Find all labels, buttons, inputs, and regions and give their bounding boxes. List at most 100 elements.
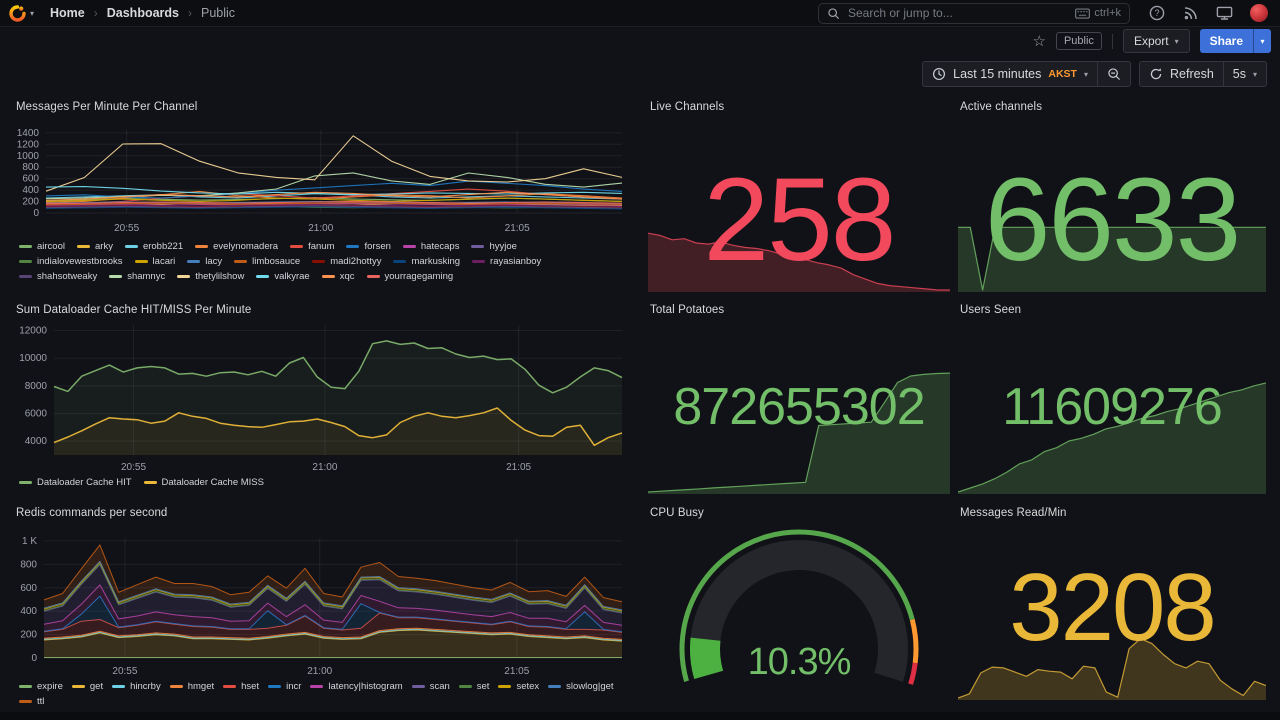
legend-item[interactable]: evelynomadera	[195, 241, 278, 252]
legend-item[interactable]: aircool	[19, 241, 65, 252]
export-button[interactable]: Export ▾	[1122, 29, 1190, 53]
legend-swatch	[19, 259, 32, 264]
legend-label: hincrby	[130, 681, 161, 692]
legend-item[interactable]: scan	[411, 681, 450, 692]
monitor-icon[interactable]	[1216, 5, 1233, 22]
legend-item[interactable]: ttl	[19, 696, 44, 707]
legend-swatch	[234, 259, 248, 264]
svg-text:400: 400	[22, 185, 39, 196]
legend-swatch	[290, 244, 304, 249]
legend-label: Dataloader Cache HIT	[37, 477, 132, 488]
legend-label: slowlog|get	[566, 681, 614, 692]
gauge-chart: 10.3%	[648, 502, 950, 700]
svg-text:20:55: 20:55	[114, 223, 139, 234]
legend-item[interactable]: lacari	[134, 256, 176, 267]
legend-label: thetylilshow	[195, 271, 245, 282]
breadcrumb-dashboards[interactable]: Dashboards	[106, 6, 179, 20]
legend-item[interactable]: yourragegaming	[366, 271, 453, 282]
svg-text:200: 200	[20, 630, 37, 641]
legend-swatch	[411, 684, 425, 689]
legend-item[interactable]: incr	[268, 681, 301, 692]
legend-item[interactable]: latency|histogram	[310, 681, 403, 692]
legend-item[interactable]: thetylilshow	[177, 271, 244, 282]
top-nav: ▾ Home › Dashboards › Public ctrl+k	[0, 0, 1280, 27]
legend-item[interactable]: Dataloader Cache MISS	[143, 477, 264, 488]
legend-item[interactable]: hatecaps	[402, 241, 459, 252]
timeseries-chart[interactable]: 0 200 400 600 800 1000 1200 1400 20:55 21:00 21:05	[14, 96, 634, 292]
panel-cpu-busy: CPU Busy 10.3%	[648, 502, 950, 700]
legend-swatch	[393, 259, 407, 264]
legend-item[interactable]: madi2hottyy	[312, 256, 381, 267]
refresh-button[interactable]: Refresh	[1139, 61, 1224, 87]
legend-item[interactable]: erobb221	[124, 241, 183, 252]
legend-item[interactable]: hincrby	[112, 681, 161, 692]
breadcrumb-separator-icon: ›	[93, 6, 98, 20]
svg-text:?: ?	[1154, 8, 1159, 18]
legend-item[interactable]: markusking	[393, 256, 460, 267]
legend-swatch	[77, 244, 90, 249]
stacked-area-chart[interactable]: 0 200 400 600 800 1 K 20:55 21:00 21:05	[14, 502, 634, 700]
legend-item[interactable]: Dataloader Cache HIT	[19, 477, 132, 488]
panel-title[interactable]: Live Channels	[650, 101, 725, 113]
svg-text:10.3%: 10.3%	[748, 641, 851, 683]
panel-title[interactable]: Active channels	[960, 101, 1043, 113]
legend-item[interactable]: lacy	[187, 256, 222, 267]
sparkline-chart	[648, 96, 950, 292]
legend-item[interactable]: limbosauce	[234, 256, 300, 267]
legend-label: valkyrae	[274, 271, 310, 282]
search-box[interactable]: ctrl+k	[818, 2, 1130, 24]
user-avatar[interactable]	[1250, 4, 1268, 22]
legend-item[interactable]: hset	[223, 681, 259, 692]
share-menu-button[interactable]: ▾	[1253, 29, 1271, 53]
legend-item[interactable]: slowlog|get	[548, 681, 614, 692]
legend-item[interactable]: shamnyc	[109, 271, 165, 282]
legend-item[interactable]: hyyjoe	[471, 241, 517, 252]
legend-item[interactable]: get	[71, 681, 103, 692]
panel-title[interactable]: Users Seen	[960, 304, 1022, 316]
legend-label: expire	[37, 681, 63, 692]
panel-live-channels: Live Channels 258	[648, 96, 950, 292]
panel-title[interactable]: Messages Per Minute Per Channel	[16, 101, 198, 113]
legend-label: lacari	[152, 256, 176, 267]
timeseries-chart[interactable]: 4000 6000 8000 10000 12000 20:55 21:00 21:05	[14, 299, 634, 494]
panel-title[interactable]: Messages Read/Min	[960, 507, 1067, 519]
refresh-interval-picker[interactable]: 5s ▾	[1222, 61, 1267, 87]
panel-title[interactable]: Sum Dataloader Cache HIT/MISS Per Minute	[16, 304, 252, 316]
legend-swatch	[19, 480, 32, 485]
search-input[interactable]	[846, 5, 1070, 21]
legend-item[interactable]: indialovewestbrooks	[19, 256, 123, 267]
favorite-star-icon[interactable]: ☆	[1032, 32, 1046, 50]
sparkline-chart	[958, 96, 1266, 292]
panel-title[interactable]: CPU Busy	[650, 507, 704, 519]
legend-label: forsen	[364, 241, 391, 252]
legend-item[interactable]: shahsotweaky	[19, 271, 97, 282]
breadcrumb-home[interactable]: Home	[50, 6, 85, 20]
legend-item[interactable]: fanum	[290, 241, 334, 252]
panel-users-seen: Users Seen 11609276	[958, 299, 1266, 494]
legend-item[interactable]: rayasianboy	[472, 256, 541, 267]
legend-item[interactable]: set	[458, 681, 489, 692]
toolbar-divider	[1111, 33, 1113, 49]
legend-item[interactable]: arky	[77, 241, 113, 252]
time-range-picker[interactable]: Last 15 minutes AKST ▾	[922, 61, 1098, 87]
share-button[interactable]: Share	[1199, 29, 1253, 53]
legend-item[interactable]: setex	[498, 681, 539, 692]
panel-dataloader-cache: Sum Dataloader Cache HIT/MISS Per Minute…	[14, 299, 634, 494]
news-rss-icon[interactable]	[1182, 5, 1199, 22]
legend-item[interactable]: forsen	[346, 241, 391, 252]
legend-item[interactable]: valkyrae	[256, 271, 310, 282]
chart-legend: Dataloader Cache HIT Dataloader Cache MIS…	[19, 477, 631, 488]
legend-label: fanum	[308, 241, 335, 252]
help-icon[interactable]: ?	[1148, 5, 1165, 22]
legend-swatch	[471, 244, 485, 249]
legend-item[interactable]: xqc	[321, 271, 355, 282]
legend-item[interactable]: expire	[19, 681, 63, 692]
org-switcher[interactable]: ▾	[8, 4, 34, 23]
legend-swatch	[223, 684, 237, 689]
panel-title[interactable]: Redis commands per second	[16, 507, 168, 519]
svg-text:1 K: 1 K	[22, 536, 37, 547]
zoom-out-button[interactable]	[1097, 61, 1131, 87]
panel-redis-commands: Redis commands per second 0 200 400 600 800 1…	[14, 502, 634, 707]
legend-item[interactable]: hmget	[169, 681, 214, 692]
panel-title[interactable]: Total Potatoes	[650, 304, 725, 316]
